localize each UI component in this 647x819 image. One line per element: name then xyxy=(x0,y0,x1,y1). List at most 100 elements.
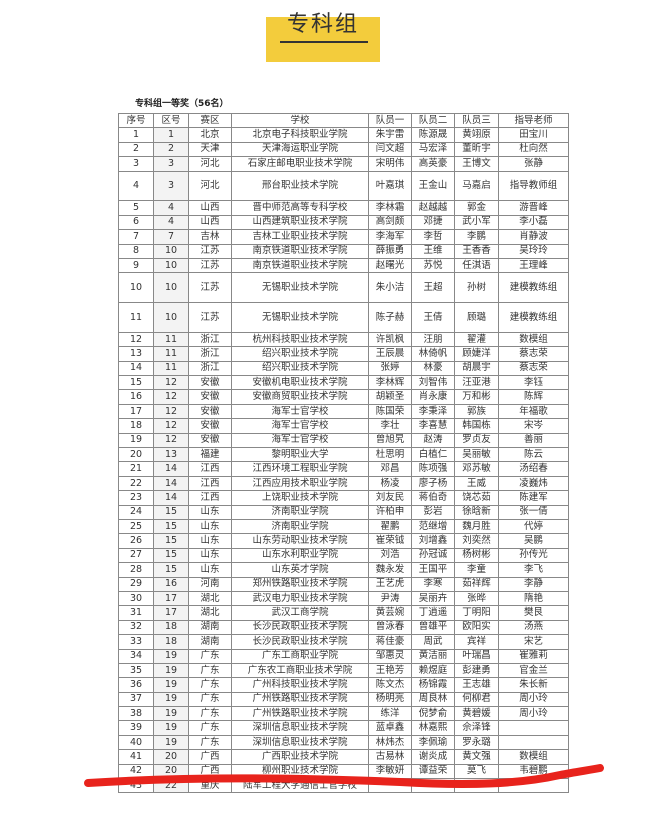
table-cell: 李敏妍 xyxy=(368,763,412,780)
table-cell: 白植仁 xyxy=(411,447,455,463)
table-cell: 浙江 xyxy=(188,331,232,348)
table-cell: 蔡志荣 xyxy=(498,346,569,362)
table-cell: 刘奕然 xyxy=(454,533,499,549)
table-row: 24 15 山东 济南职业学院 许柏申 彭岩 徐晗新 张一倩 xyxy=(118,504,569,520)
table-row: 41 20 广西 广西职业技术学院 古易林 谢炎成 黄文强 数模组 xyxy=(118,749,569,765)
table-row: 5 4 山西 晋中师范高等专科学校 李林霜 赵越越 郭金 游晋峰 xyxy=(118,200,569,216)
table-cell: 江苏 xyxy=(188,257,232,274)
table-row: 8 10 江苏 南京铁道职业技术学院 薛振勇 王维 王香香 吴玲玲 xyxy=(118,243,569,259)
table-cell: 41 xyxy=(118,749,154,765)
table-cell: 数模组 xyxy=(498,331,569,348)
table-cell: 万和彬 xyxy=(454,389,499,405)
table-cell: 许柏申 xyxy=(368,504,412,520)
table-cell: 魏月胜 xyxy=(454,518,499,535)
table-cell: 建模教练组 xyxy=(498,302,569,333)
table-cell: 31 xyxy=(118,605,154,621)
table-cell: 浙江 xyxy=(188,360,232,377)
table-cell: 海军士官学校 xyxy=(231,418,369,434)
table-cell: 19 xyxy=(153,648,189,664)
table-cell: 王辰晨 xyxy=(368,346,412,362)
table-cell: 绍兴职业技术学院 xyxy=(231,360,369,377)
table-cell: 汪亚港 xyxy=(454,375,499,391)
table-row: 3 3 河北 石家庄邮电职业技术学院 宋明伟 高英豪 王博文 张静 xyxy=(118,156,569,172)
table-cell: 蒋佳豪 xyxy=(368,634,412,650)
table-cell: 谢炎成 xyxy=(411,749,455,765)
table-cell: 15 xyxy=(153,518,189,535)
table-cell: 20 xyxy=(153,749,189,765)
table-cell: 彭岩 xyxy=(411,504,455,520)
table-cell: 12 xyxy=(153,389,189,405)
table-cell: 8 xyxy=(118,243,154,259)
table-cell: 11 xyxy=(153,346,189,362)
column-header: 学校 xyxy=(231,112,369,129)
table-cell: 王金山 xyxy=(411,170,455,202)
table-cell: 王理峰 xyxy=(498,257,569,274)
table-row: 19 12 安徽 海军士官学校 曾旭旯 赵涛 罗贞友 善丽 xyxy=(118,432,569,449)
table-cell: 李哲 xyxy=(411,229,455,245)
table-cell: 长沙民政职业技术学院 xyxy=(231,634,369,650)
table-cell: 长沙民政职业技术学院 xyxy=(231,619,369,636)
table-cell: 王志雄 xyxy=(454,677,499,693)
table-cell: 湖南 xyxy=(188,634,232,650)
table-cell xyxy=(368,778,412,794)
table-cell: 田宝川 xyxy=(498,127,569,143)
table-row: 15 12 安徽 安徽机电职业技术学院 李林辉 刘智伟 汪亚港 李钰 xyxy=(118,375,569,391)
table-row: 33 18 湖南 长沙民政职业技术学院 蒋佳豪 周武 宾祥 宋艺 xyxy=(118,634,569,650)
table-cell: 12 xyxy=(153,375,189,391)
table-row: 13 11 浙江 绍兴职业技术学院 王辰晨 林倚帆 顾婕洋 蔡志荣 xyxy=(118,346,569,362)
table-cell: 顾婕洋 xyxy=(454,346,499,362)
table-cell: 王博文 xyxy=(454,156,499,172)
table-cell: 宋明伟 xyxy=(368,156,412,172)
table-cell: 安徽 xyxy=(188,389,232,405)
table-cell: 苏悦 xyxy=(411,257,455,274)
table-cell: 26 xyxy=(118,533,154,549)
table-cell: 安徽 xyxy=(188,375,232,391)
table-cell: 宋艺 xyxy=(498,634,569,650)
table-row: 36 19 广东 广州科技职业技术学院 陈文杰 杨锦霞 王志雄 朱长新 xyxy=(118,677,569,693)
column-header: 队员三 xyxy=(454,112,499,129)
table-cell: 李海军 xyxy=(368,229,412,245)
table-cell: 广东 xyxy=(188,734,232,751)
table-cell: 30 xyxy=(118,590,154,607)
table-cell: 南京铁道职业技术学院 xyxy=(231,243,369,259)
table-cell: 安徽 xyxy=(188,432,232,449)
table-cell: 李寒 xyxy=(411,576,455,592)
table-cell: 林豪 xyxy=(411,360,455,377)
table-cell: 凌巍炜 xyxy=(498,475,569,492)
table-cell: 代婷 xyxy=(498,518,569,535)
table-cell: 周小玲 xyxy=(498,706,569,722)
table-cell: 15 xyxy=(153,562,189,578)
table-cell: 河北 xyxy=(188,170,232,202)
table-cell: 山东 xyxy=(188,518,232,535)
table-row: 34 19 广东 广东工商职业学院 邹惠灵 黄洁丽 叶瑞昌 崔雅莉 xyxy=(118,648,569,664)
table-cell: 湖北 xyxy=(188,590,232,607)
table-cell: 10 xyxy=(153,257,189,274)
table-cell: 胡颖圣 xyxy=(368,389,412,405)
table-cell: 饶芯茹 xyxy=(454,490,499,506)
table-cell: 张一倩 xyxy=(498,504,569,520)
table-cell: 20 xyxy=(153,763,189,780)
table-cell: 重庆 xyxy=(188,778,232,794)
table-cell: 7 xyxy=(118,229,154,245)
table-cell: 天津 xyxy=(188,141,232,158)
table-cell: 顾璐 xyxy=(454,302,499,333)
title-underline xyxy=(280,41,368,43)
table-cell: 江苏 xyxy=(188,243,232,259)
table-cell: 海军士官学校 xyxy=(231,403,369,420)
table-cell: 郑州铁路职业技术学院 xyxy=(231,576,369,592)
table-cell: 广东 xyxy=(188,648,232,664)
table-cell: 24 xyxy=(118,504,154,520)
table-cell: 蔡志荣 xyxy=(498,360,569,377)
table-cell: 吉林 xyxy=(188,229,232,245)
table-cell: 山东 xyxy=(188,533,232,549)
table-row: 9 10 江苏 南京铁道职业技术学院 赵曙光 苏悦 任淇语 王理峰 xyxy=(118,257,569,274)
table-cell: 杨凌 xyxy=(368,475,412,492)
table-cell: 15 xyxy=(153,533,189,549)
table-cell: 7 xyxy=(153,229,189,245)
table-cell: 山西 xyxy=(188,214,232,231)
column-header: 区号 xyxy=(153,112,189,129)
table-row: 38 19 广东 广州铁路职业技术学院 练洋 倪梦俞 黄碧媛 周小玲 xyxy=(118,706,569,722)
table-cell: 山西建筑职业技术学院 xyxy=(231,214,369,231)
table-row: 2 2 天津 天津海运职业学院 闫文超 马宏泽 董昕宇 杜向然 xyxy=(118,141,569,158)
table-row: 14 11 浙江 绍兴职业技术学院 张婷 林豪 胡晨宇 蔡志荣 xyxy=(118,360,569,377)
